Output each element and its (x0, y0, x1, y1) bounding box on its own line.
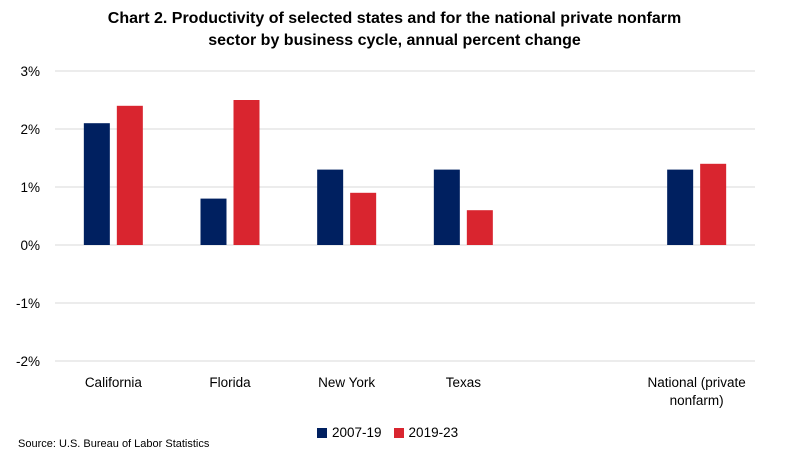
y-tick-label: 3% (20, 64, 40, 79)
legend-label-2007-19: 2007-19 (332, 425, 382, 440)
chart-title-line-1: Chart 2. Productivity of selected states… (107, 10, 682, 27)
x-tick-label: New York (318, 375, 375, 390)
x-tick-label: Florida (209, 375, 251, 390)
legend: 2007-19 2019-23 (317, 425, 470, 440)
legend-swatch-2007-19 (317, 427, 327, 438)
source-note: Source: U.S. Bureau of Labor Statistics (18, 438, 210, 450)
chart-title: Chart 2. Productivity of selected states… (0, 8, 789, 52)
bar-2007-19-texas (433, 169, 460, 245)
bar-2007-19-national-private-nonfarm- (667, 169, 694, 245)
bar-2019-23-national-private-nonfarm- (700, 163, 727, 245)
x-tick-label: National (private (648, 375, 746, 390)
legend-item-2019-23: 2019-23 (393, 425, 459, 440)
bar-2019-23-new-york (350, 192, 377, 245)
chart-title-line-2: sector by business cycle, annual percent… (208, 32, 581, 49)
bar-2019-23-california (116, 105, 143, 245)
x-tick-label: nonfarm) (670, 393, 724, 408)
legend-item-2007-19: 2007-19 (317, 425, 382, 440)
legend-label-2019-23: 2019-23 (408, 425, 459, 440)
y-tick-label: -1% (16, 296, 40, 311)
bar-2007-19-florida (200, 198, 227, 245)
x-tick-label: Texas (446, 375, 482, 390)
y-tick-label: 0% (20, 238, 40, 253)
bar-2007-19-california (83, 123, 110, 245)
legend-swatch-2019-23 (393, 427, 404, 438)
bar-2019-23-florida (233, 100, 260, 245)
x-tick-label: California (85, 375, 143, 390)
bar-2019-23-texas (466, 210, 493, 245)
y-tick-label: -2% (16, 354, 40, 369)
bar-2007-19-new-york (317, 169, 344, 245)
y-tick-label: 1% (20, 180, 40, 195)
y-tick-label: 2% (20, 122, 40, 137)
